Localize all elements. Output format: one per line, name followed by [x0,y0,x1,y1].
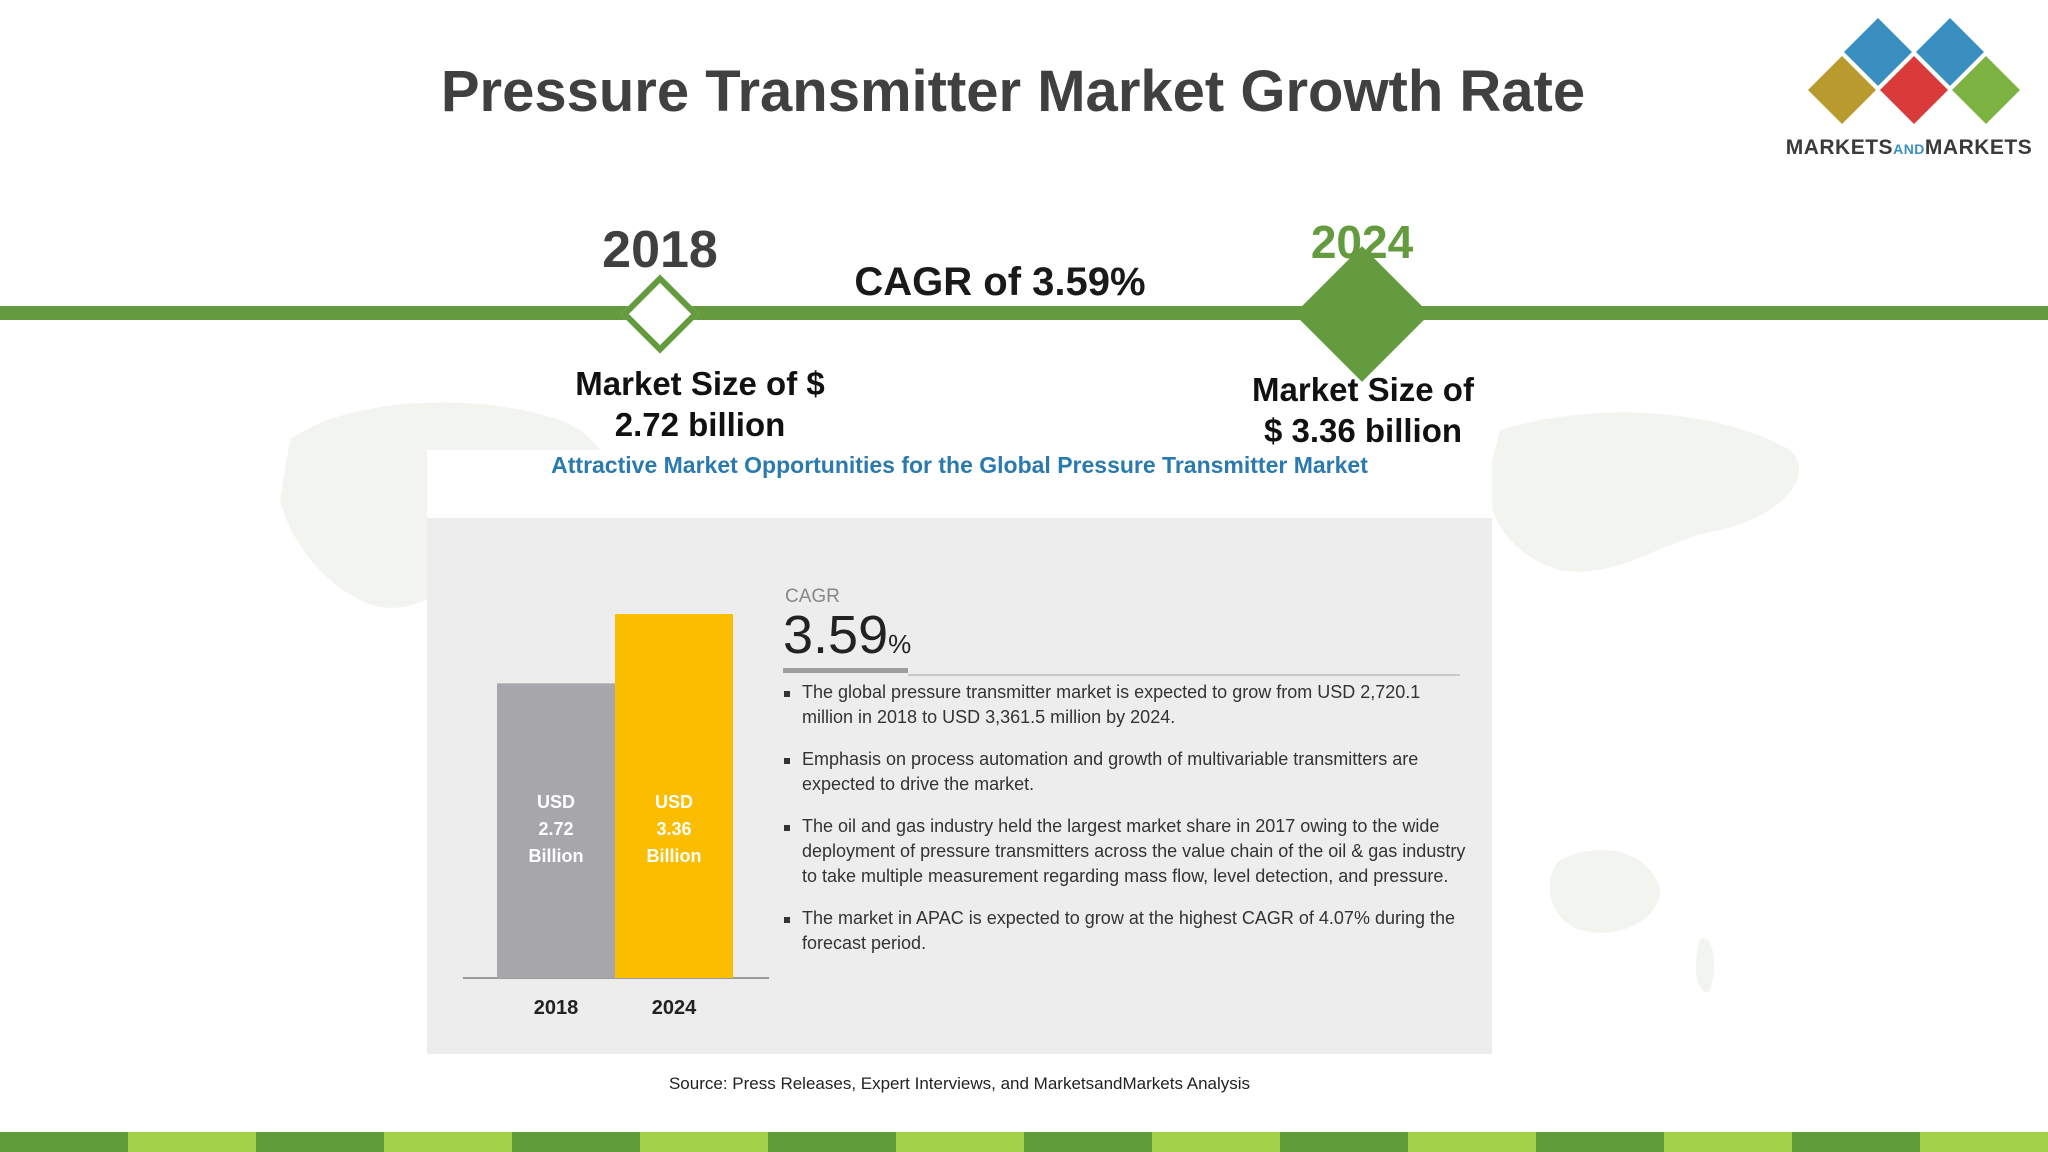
panel-title: Attractive Market Opportunities for the … [551,452,1368,478]
bar-data-label: USD [655,792,693,812]
cagr-underline [783,668,908,673]
marketsandmarkets-logo [1808,18,2020,124]
bar-data-label: Billion [529,846,584,866]
logo-wordmark: MARKETSANDMARKETS [1785,136,2033,159]
footer-stripe [384,1132,512,1152]
source-note: Source: Press Releases, Expert Interview… [668,1074,1251,1093]
bullet-item: The market in APAC is expected to grow a… [780,906,1470,956]
end-size-line1: Market Size of [1252,371,1474,408]
bar-data-label: 2.72 [538,819,573,839]
bar-data-label: 3.36 [656,819,691,839]
footer-stripe [640,1132,768,1152]
cagr-unit: % [888,629,912,659]
timeline-line [0,306,2048,320]
footer-stripe [256,1132,384,1152]
end-size-line2: $ 3.36 billion [1263,412,1463,449]
timeline-cagr-label: CAGR of 3.59% [854,260,1146,304]
footer-stripe [1024,1132,1152,1152]
start-size-line2: 2.72 billion [614,406,786,443]
cagr-divider [908,674,1460,676]
market-size-bar-chart: USD 2.72 Billion 2018 USD 3.36 Billion 2024 [463,614,769,1019]
start-size-line1: Market Size of $ [575,365,825,402]
footer-stripe [128,1132,256,1152]
panel-header [427,450,1492,518]
panel-bullet-list: The global pressure transmitter market i… [780,680,1470,973]
panel-cagr-label: CAGR [785,586,840,607]
footer-stripe [512,1132,640,1152]
x-tick-label: 2018 [534,997,579,1019]
footer-stripe [1920,1132,2048,1152]
bar-2018 [497,683,615,978]
footer-stripe [0,1132,128,1152]
bullet-item: Emphasis on process automation and growt… [780,747,1470,797]
bullet-item: The global pressure transmitter market i… [780,680,1470,730]
timeline-end-size: Market Size of $ 3.36 billion [1200,369,1526,451]
footer-stripe [896,1132,1024,1152]
footer-stripe [1152,1132,1280,1152]
footer-stripe [1280,1132,1408,1152]
page-title: Pressure Transmitter Market Growth Rate [440,59,1586,124]
timeline-start-year: 2018 [602,221,718,279]
timeline-start-size: Market Size of $ 2.72 billion [530,363,870,445]
footer-stripe [1536,1132,1664,1152]
panel-cagr-value: 3.59% [783,604,911,666]
footer-stripe [1792,1132,1920,1152]
footer-stripes [0,1132,2048,1152]
bar-data-label: USD [537,792,575,812]
bar-2024 [615,614,733,978]
footer-stripe [1664,1132,1792,1152]
cagr-number: 3.59 [783,605,889,665]
footer-stripe [1408,1132,1536,1152]
bullet-item: The oil and gas industry held the larges… [780,814,1470,889]
bar-data-label: Billion [647,846,702,866]
x-tick-label: 2024 [652,997,697,1019]
footer-stripe [768,1132,896,1152]
